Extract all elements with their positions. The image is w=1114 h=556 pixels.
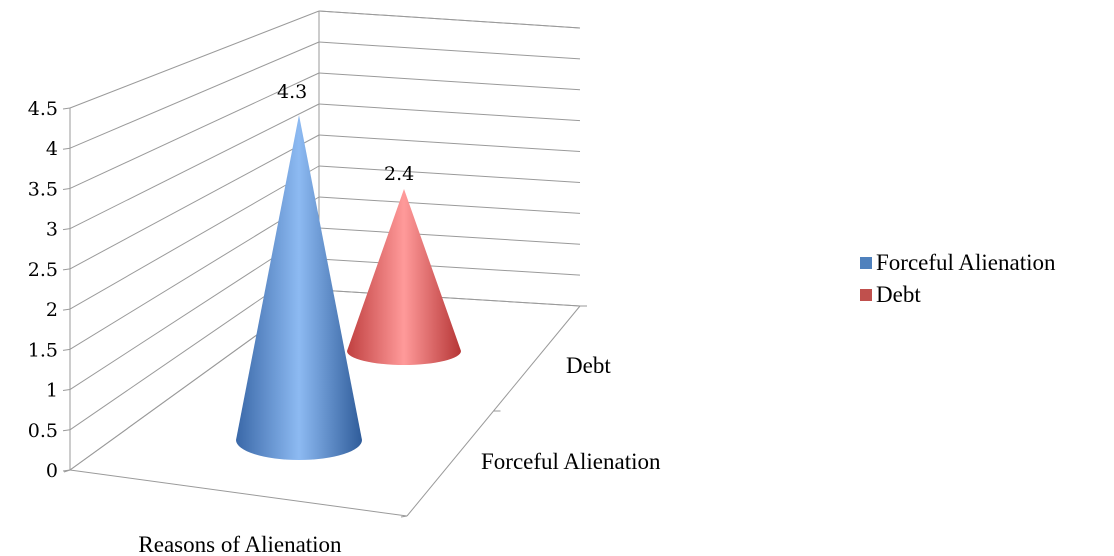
y-tick-mark xyxy=(62,228,71,231)
y-tick-label: 2.5 xyxy=(28,259,58,281)
y-tick-label: 3 xyxy=(46,219,58,241)
legend-swatch xyxy=(860,289,872,301)
gridlines xyxy=(69,10,581,471)
gridline-back-wall xyxy=(318,103,581,122)
y-tick-mark xyxy=(62,469,71,472)
legend: Forceful Alienation Debt xyxy=(860,247,1056,311)
y-tick-label: 1.5 xyxy=(28,339,58,361)
gridline-back-wall xyxy=(318,196,581,214)
y-tick-mark xyxy=(62,187,71,190)
y-tick-label: 4 xyxy=(46,138,58,160)
y-tick-mark xyxy=(62,107,71,110)
gridline-back-wall xyxy=(318,134,581,153)
cone-series xyxy=(236,115,461,460)
x-tick-mark xyxy=(400,515,408,518)
y-tick-label: 0.5 xyxy=(28,420,58,442)
x-category-label: Reasons of Alienation xyxy=(138,532,342,556)
y-axis-ticks: 0 0.5 1 1.5 2 2.5 3 3.5 4 4.5 xyxy=(28,98,71,482)
y-tick-label: 2 xyxy=(46,299,58,321)
y-tick-mark xyxy=(62,308,71,311)
cone-forceful-alienation xyxy=(236,115,362,460)
gridline-back-wall xyxy=(318,165,581,183)
y-tick-label: 4.5 xyxy=(28,98,58,120)
legend-item: Debt xyxy=(860,279,1056,311)
y-tick-mark xyxy=(62,429,71,432)
y-tick-mark xyxy=(62,389,71,392)
gridline-back-wall xyxy=(318,258,581,276)
gridline-back-wall xyxy=(318,72,581,91)
y-tick-mark xyxy=(62,348,71,351)
y-tick-label: 0 xyxy=(46,460,58,482)
legend-swatch xyxy=(860,257,872,269)
gridline-left-wall xyxy=(69,165,320,310)
y-tick-label: 3.5 xyxy=(28,178,58,200)
category-labels: Reasons of Alienation Forceful Alienation… xyxy=(138,353,661,556)
data-labels: 2.4 4.3 xyxy=(277,81,414,185)
data-label: 2.4 xyxy=(384,163,414,185)
gridline-left-wall xyxy=(69,196,320,350)
gridline-left-wall xyxy=(69,41,320,149)
gridline-back-wall xyxy=(318,10,581,29)
gridline-left-wall xyxy=(69,134,320,270)
y-tick-mark xyxy=(62,147,71,150)
gridline-back-wall xyxy=(318,289,581,307)
x-axis-line xyxy=(69,469,408,517)
gridline-back-wall xyxy=(318,227,581,245)
gridline-left-wall xyxy=(69,72,320,189)
legend-label: Forceful Alienation xyxy=(876,250,1056,275)
y-tick-label: 1 xyxy=(46,380,58,402)
depth-label-debt: Debt xyxy=(566,353,611,378)
legend-label: Debt xyxy=(876,282,921,307)
gridline-back-wall xyxy=(318,41,581,60)
cone-debt xyxy=(347,189,461,365)
y-tick-mark xyxy=(62,268,71,271)
depth-label-forceful-alienation: Forceful Alienation xyxy=(481,449,661,474)
gridline-left-wall xyxy=(69,103,320,230)
data-label: 4.3 xyxy=(277,81,307,103)
legend-item: Forceful Alienation xyxy=(860,247,1056,279)
gridline-left-wall xyxy=(69,10,320,109)
